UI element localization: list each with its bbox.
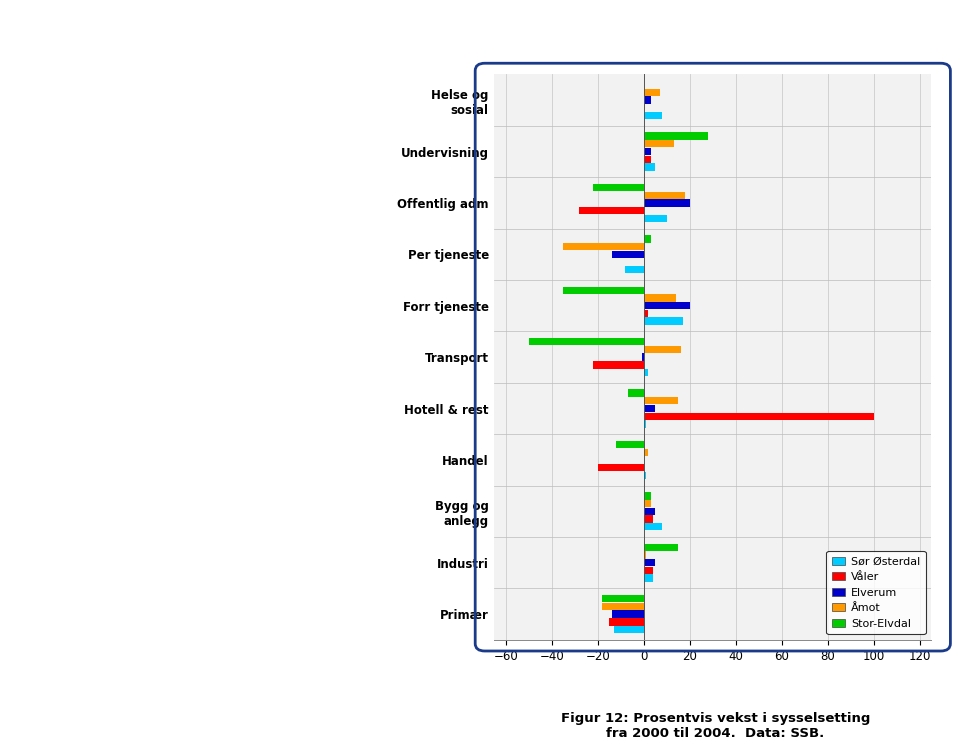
Bar <box>644 132 708 140</box>
Bar <box>644 551 646 559</box>
Bar <box>644 567 653 574</box>
Bar <box>644 318 683 325</box>
Bar <box>644 310 648 317</box>
Text: Figur 12: Prosentvis vekst i sysselsetting
fra 2000 til 2004.  Data: SSB.: Figur 12: Prosentvis vekst i sysselsetti… <box>561 712 870 740</box>
Bar <box>644 215 667 222</box>
Bar <box>644 235 651 243</box>
Bar <box>644 346 681 353</box>
Legend: Sør Østerdal, Våler, Elverum, Åmot, Stor-Elvdal: Sør Østerdal, Våler, Elverum, Åmot, Stor… <box>827 551 925 635</box>
Bar <box>598 464 644 471</box>
Bar <box>644 112 662 119</box>
Bar <box>626 266 644 273</box>
Bar <box>644 140 674 147</box>
Bar <box>644 574 653 582</box>
Bar <box>644 523 662 530</box>
Bar <box>644 397 679 405</box>
Bar <box>644 516 653 523</box>
Bar <box>644 413 874 420</box>
Bar <box>612 251 644 258</box>
Bar <box>593 361 644 368</box>
Bar <box>610 618 644 626</box>
Bar <box>644 493 651 499</box>
Bar <box>564 286 644 294</box>
Bar <box>593 184 644 191</box>
Bar <box>644 544 679 551</box>
Bar <box>644 89 660 96</box>
Bar <box>644 148 651 155</box>
Bar <box>580 207 644 214</box>
Bar <box>644 302 690 310</box>
Bar <box>644 472 646 479</box>
Bar <box>644 500 651 507</box>
Bar <box>564 243 644 250</box>
Bar <box>644 369 648 376</box>
Bar <box>628 389 644 397</box>
Bar <box>614 626 644 633</box>
Bar <box>616 441 644 448</box>
Bar <box>644 97 651 103</box>
Bar <box>644 295 676 301</box>
Bar <box>644 405 656 412</box>
Bar <box>644 199 690 207</box>
Bar <box>612 611 644 618</box>
Bar <box>644 449 648 456</box>
Bar <box>641 353 644 361</box>
Bar <box>644 155 651 163</box>
Bar <box>644 507 656 515</box>
Bar <box>603 595 644 603</box>
Bar <box>529 338 644 345</box>
Bar <box>644 420 646 428</box>
Bar <box>603 603 644 610</box>
Bar <box>644 191 685 199</box>
Bar <box>644 559 656 566</box>
Bar <box>644 163 656 170</box>
